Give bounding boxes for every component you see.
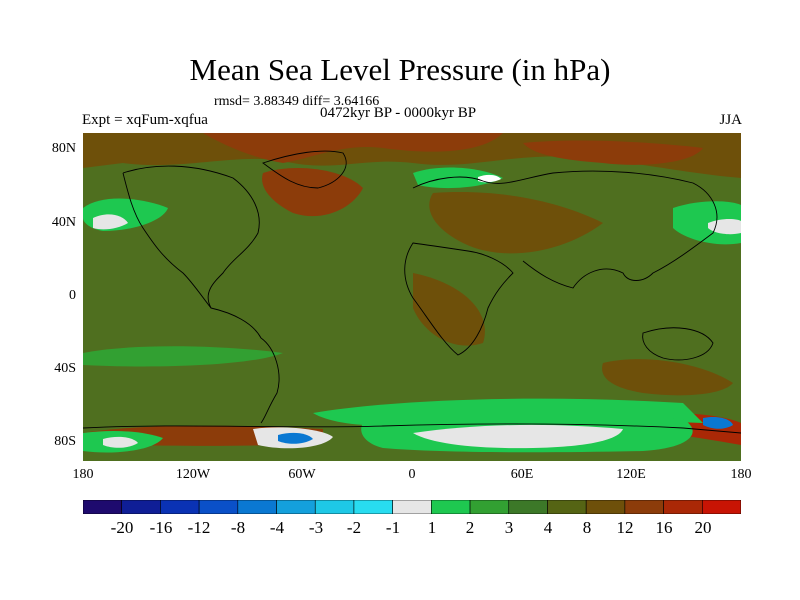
lon-label-0: 0	[408, 467, 416, 482]
cbar-label: 8	[582, 518, 592, 537]
colorbar-box	[701, 500, 741, 514]
cbar-label: 3	[504, 518, 514, 537]
colorbar-box	[469, 500, 510, 514]
lon-label-180w: 180	[72, 467, 94, 482]
cbar-label: 1	[427, 518, 437, 537]
lon-label-60e: 60E	[510, 467, 534, 482]
season-label: JJA	[719, 112, 742, 128]
colorbar-box	[198, 500, 239, 514]
cbar-label: 4	[543, 518, 553, 537]
cbar-label: 16	[655, 518, 673, 537]
cbar-label: -8	[230, 518, 246, 537]
cbar-label: 12	[616, 518, 634, 537]
lat-label-40s: 40S	[54, 361, 76, 376]
lat-label-eq: 0	[69, 288, 76, 303]
colorbar-box	[392, 500, 432, 514]
lat-label-40n: 40N	[51, 215, 76, 230]
pressure-anomaly-map	[83, 133, 741, 461]
cbar-label: 20	[694, 518, 712, 537]
cbar-label: -2	[346, 518, 362, 537]
colorbar-box	[83, 500, 123, 514]
cbar-label: -1	[385, 518, 401, 537]
positive-anomaly-regions	[83, 133, 741, 446]
lon-label-120e: 120E	[616, 467, 646, 482]
colorbar	[83, 500, 741, 514]
rmsd-diff-stats: rmsd= 3.88349 diff= 3.64166	[214, 94, 380, 109]
cbar-label: -20	[110, 518, 134, 537]
experiment-label: Expt = xqFum-xqfua	[82, 112, 208, 128]
colorbar-box	[276, 500, 316, 514]
colorbar-box	[160, 500, 200, 514]
colorbar-box	[585, 500, 626, 514]
colorbar-box	[237, 500, 277, 514]
cbar-label: 2	[465, 518, 475, 537]
period-label: 0472kyr BP - 0000kyr BP	[320, 105, 477, 121]
colorbar-box	[314, 500, 355, 514]
colorbar-box	[431, 500, 471, 514]
colorbar-box	[624, 500, 664, 514]
lat-label-80s: 80S	[54, 434, 76, 449]
lon-label-180e: 180	[730, 467, 752, 482]
colorbar-box	[663, 500, 703, 514]
colorbar-box	[547, 500, 587, 514]
colorbar-box	[353, 500, 393, 514]
cbar-label: -3	[308, 518, 324, 537]
cbar-label: -4	[269, 518, 285, 537]
lat-label-80n: 80N	[51, 141, 76, 156]
colorbar-box	[508, 500, 548, 514]
lon-label-60w: 60W	[288, 467, 316, 482]
cbar-label: -12	[187, 518, 211, 537]
map-title: Mean Sea Level Pressure (in hPa)	[189, 52, 611, 87]
cbar-label: -16	[149, 518, 173, 537]
coastlines	[83, 150, 741, 434]
lon-label-120w: 120W	[175, 467, 211, 482]
colorbar-box	[121, 500, 161, 514]
